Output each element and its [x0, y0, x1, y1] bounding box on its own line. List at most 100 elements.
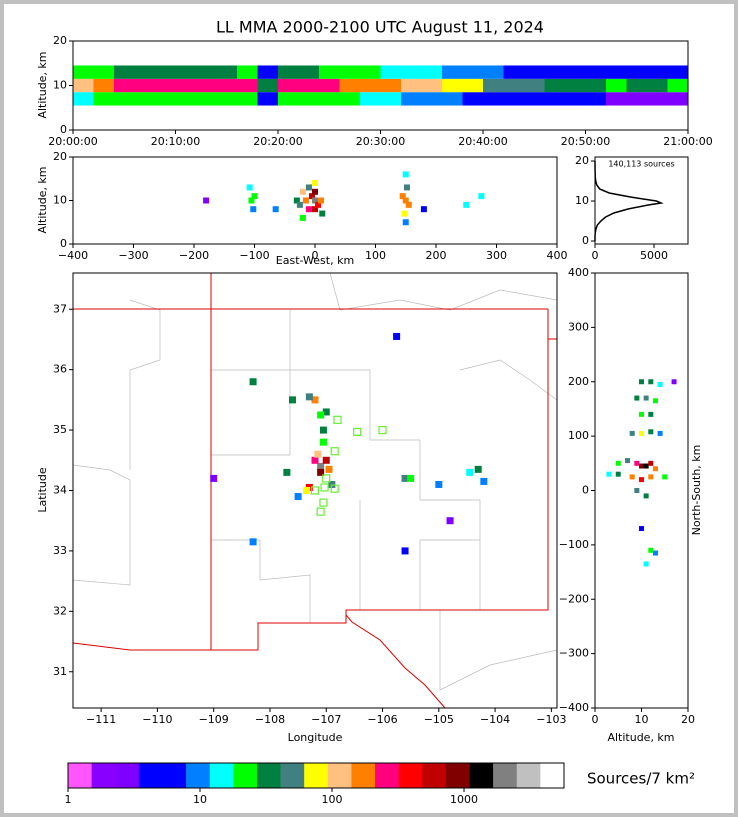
- density-cell: [626, 65, 647, 79]
- x-tick-label: 10: [193, 793, 207, 806]
- source-density: [319, 210, 326, 217]
- density-cell: [524, 65, 545, 79]
- station: [320, 483, 329, 492]
- density-cell: [380, 65, 401, 79]
- density-cell: [524, 78, 545, 93]
- source-density: [312, 206, 318, 213]
- color-swatch: [115, 763, 140, 788]
- source-density: [671, 379, 677, 385]
- x-tick-label: 200: [426, 249, 447, 262]
- x-tick-label: 0: [312, 249, 319, 262]
- altitude-histogram: [594, 160, 664, 241]
- density-cell: [155, 65, 176, 79]
- source-density: [615, 460, 621, 466]
- county-line: [72, 464, 131, 586]
- y-axis-label: North-South, km: [690, 445, 703, 536]
- x-tick-label: −300: [118, 249, 148, 262]
- source-density: [315, 201, 322, 208]
- density-cell: [585, 65, 606, 79]
- chart-title: LL MMA 2000-2100 UTC August 11, 2024: [216, 18, 544, 37]
- density-cell: [298, 65, 319, 79]
- y-tick-label: 20: [575, 154, 589, 167]
- color-swatch: [186, 763, 211, 788]
- density-cell: [360, 65, 381, 79]
- plot-area: [73, 65, 688, 106]
- station: [316, 507, 325, 516]
- source-density: [446, 517, 454, 525]
- county-line: [211, 369, 291, 456]
- source-density: [246, 184, 253, 191]
- density-cell: [401, 65, 422, 79]
- source-density: [319, 426, 327, 434]
- density-cell: [216, 65, 237, 79]
- density-cell: [196, 92, 217, 106]
- density-cell: [380, 92, 401, 106]
- y-tick-label: 33: [53, 544, 67, 557]
- color-swatch: [351, 763, 376, 788]
- county-line: [129, 299, 161, 470]
- y-tick-label: 0: [60, 123, 67, 136]
- density-cell: [175, 65, 196, 79]
- source-density: [629, 430, 635, 436]
- y-tick-label: 100: [568, 429, 589, 442]
- density-cell: [442, 92, 463, 106]
- source-density: [639, 477, 644, 483]
- source-density: [305, 184, 312, 191]
- x-axis-label: Longitude: [288, 731, 343, 744]
- source-density: [401, 474, 409, 482]
- plot-area: [606, 379, 677, 567]
- x-axis-label: Altitude, km: [607, 731, 674, 744]
- source-density: [420, 206, 427, 213]
- source-density: [318, 197, 325, 204]
- source-density: [463, 201, 470, 208]
- source-density: [657, 430, 663, 436]
- density-cell: [626, 78, 647, 93]
- color-swatch: [398, 763, 423, 788]
- density-cell: [606, 92, 627, 106]
- colorbar-label: Sources/7 km²: [587, 770, 695, 788]
- density-cell: [544, 92, 565, 106]
- county-line: [289, 310, 481, 610]
- county-line: [459, 359, 558, 401]
- x-tick-label: 300: [486, 249, 507, 262]
- color-swatch: [422, 763, 447, 788]
- source-density: [435, 480, 443, 488]
- density-cell: [524, 92, 545, 106]
- density-cell: [442, 65, 463, 79]
- color-swatch: [162, 763, 187, 788]
- source-density: [625, 458, 631, 464]
- source-density: [303, 487, 311, 494]
- density-cell: [585, 78, 606, 93]
- source-density: [399, 193, 406, 200]
- x-tick-label: −103: [536, 713, 566, 726]
- x-tick-label: −110: [142, 713, 172, 726]
- density-cell: [257, 78, 278, 93]
- station: [330, 484, 339, 493]
- source-density: [652, 550, 658, 556]
- density-cell: [483, 65, 504, 79]
- color-swatch: [445, 763, 470, 788]
- state-border: [345, 614, 446, 709]
- density-cell: [216, 78, 237, 93]
- density-cell: [339, 65, 360, 79]
- density-cell: [73, 92, 94, 106]
- density-cell: [278, 78, 299, 93]
- density-cell: [237, 78, 258, 93]
- source-density: [405, 201, 412, 208]
- y-tick-label: 20: [53, 34, 67, 47]
- density-cell: [93, 92, 114, 106]
- x-tick-label: 5000: [640, 249, 668, 262]
- density-cell: [93, 65, 114, 79]
- source-density: [403, 184, 410, 191]
- density-cell: [319, 65, 340, 79]
- source-density: [648, 474, 654, 480]
- source-density: [402, 171, 409, 178]
- source-density: [251, 193, 258, 200]
- source-density: [312, 197, 318, 204]
- source-density: [203, 197, 210, 204]
- density-cell: [134, 65, 155, 79]
- density-cell: [565, 65, 586, 79]
- density-cell: [278, 65, 299, 79]
- density-cell: [626, 92, 647, 106]
- source-density: [648, 379, 654, 385]
